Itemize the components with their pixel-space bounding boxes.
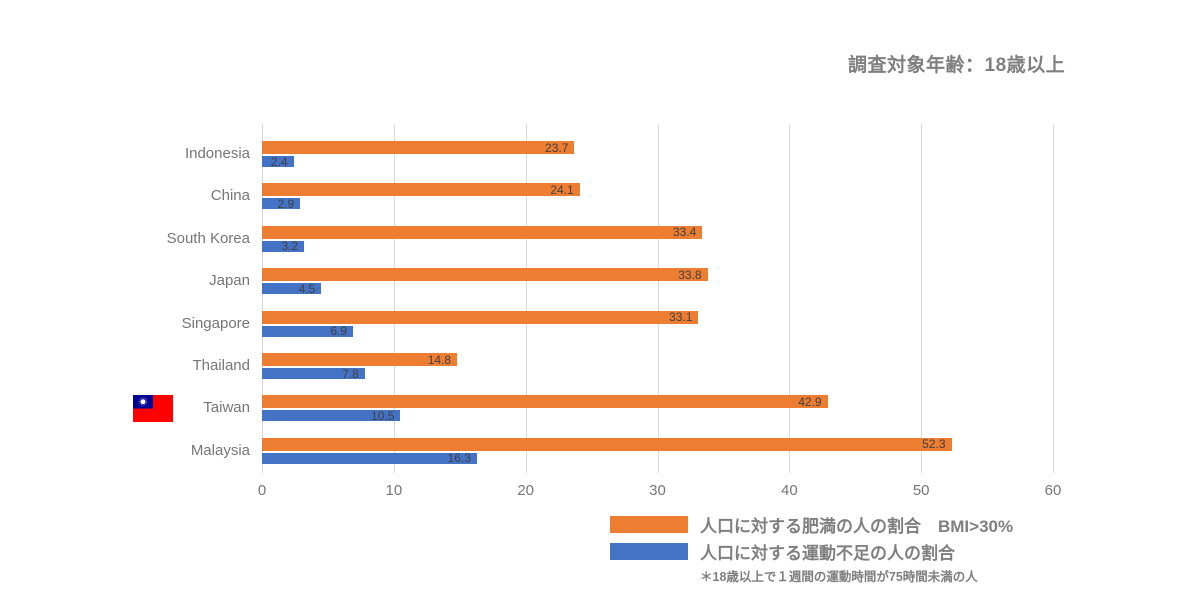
gridline-x-30 — [657, 124, 659, 473]
x-tick-0: 0 — [257, 482, 267, 499]
value-label-inactivity-singapore: 6.9 — [330, 324, 347, 339]
category-label-taiwan: Taiwan — [203, 399, 250, 417]
bar-obesity-south-korea: 33.4 — [262, 225, 703, 240]
legend-label-inactivity: 人口に対する運動不足の人の割合 — [700, 544, 955, 563]
bar-obesity-malaysia: 52.3 — [262, 437, 952, 452]
bar-inactivity-malaysia: 16.3 — [262, 451, 477, 466]
x-tick-40: 40 — [780, 482, 798, 499]
value-label-obesity-china: 24.1 — [550, 182, 574, 197]
value-label-inactivity-south-korea: 3.2 — [281, 239, 299, 254]
value-label-inactivity-japan: 4.5 — [298, 281, 316, 296]
legend: 人口に対する肥満の人の割合 BMI>30% 人口に対する運動不足の人の割合 ＊1… — [610, 511, 1130, 585]
value-label-obesity-japan: 33.8 — [678, 267, 702, 282]
category-label-singapore: Singapore — [181, 314, 250, 332]
category-label-indonesia: Indonesia — [184, 145, 250, 162]
category-label-south-korea: South Korea — [166, 229, 250, 247]
bar-inactivity-indonesia: 2.4 — [262, 154, 294, 169]
bar-inactivity-thailand: 7.8 — [262, 366, 365, 381]
value-label-obesity-taiwan: 42.9 — [798, 394, 822, 409]
value-label-obesity-thailand: 14.8 — [427, 352, 452, 367]
gridline-x-10 — [393, 124, 395, 473]
gridline-x-60 — [1053, 124, 1054, 473]
gridline-x-40 — [789, 124, 791, 473]
bar-inactivity-china: 2.9 — [262, 196, 301, 211]
legend-label-obesity: 人口に対する肥満の人の割合 BMI>30% — [700, 517, 1014, 536]
value-label-obesity-indonesia: 23.7 — [545, 140, 569, 155]
bar-obesity-singapore: 33.1 — [262, 310, 699, 325]
bar-obesity-china: 24.1 — [262, 182, 580, 197]
value-label-inactivity-china: 2.9 — [277, 196, 295, 211]
value-label-inactivity-thailand: 7.8 — [342, 366, 359, 381]
category-label-malaysia: Malaysia — [190, 441, 250, 459]
x-tick-30: 30 — [649, 482, 666, 499]
bar-obesity-japan: 33.8 — [262, 267, 708, 282]
value-label-inactivity-taiwan: 10.5 — [371, 408, 395, 423]
value-label-inactivity-malaysia: 16.3 — [447, 451, 471, 466]
legend-swatch-inactivity — [610, 543, 688, 560]
bar-inactivity-japan: 4.5 — [262, 281, 322, 296]
gridline-x-50 — [921, 124, 923, 473]
x-tick-60: 60 — [1044, 482, 1062, 499]
category-label-japan: Japan — [209, 272, 250, 290]
gridline-x-20 — [525, 124, 527, 473]
category-label-china: China — [210, 187, 250, 205]
category-label-thailand: Thailand — [192, 357, 250, 374]
bar-inactivity-taiwan: 10.5 — [262, 408, 401, 423]
x-tick-10: 10 — [385, 482, 403, 499]
value-label-obesity-singapore: 33.1 — [669, 310, 693, 325]
bar-obesity-taiwan: 42.9 — [262, 394, 828, 409]
survey-age-note: 調査対象年齢：18歳以上 — [848, 55, 1066, 76]
legend-row-inactivity: 人口に対する運動不足の人の割合 — [610, 538, 1130, 565]
bar-inactivity-singapore: 6.9 — [262, 324, 353, 339]
gridline-x-0 — [262, 124, 263, 473]
bar-inactivity-south-korea: 3.2 — [262, 239, 305, 254]
x-tick-20: 20 — [517, 482, 534, 499]
value-label-obesity-malaysia: 52.3 — [922, 437, 946, 452]
bar-obesity-indonesia: 23.7 — [262, 140, 575, 155]
legend-footnote: ＊18歳以上で１週間の運動時間が75時間未満の人 — [700, 570, 978, 584]
bar-obesity-thailand: 14.8 — [262, 352, 458, 367]
value-label-obesity-south-korea: 33.4 — [672, 225, 697, 240]
x-tick-50: 50 — [912, 482, 930, 499]
taiwan-flag-icon — [133, 394, 173, 422]
legend-swatch-obesity — [610, 516, 688, 533]
legend-row-obesity: 人口に対する肥満の人の割合 BMI>30% — [610, 511, 1130, 538]
value-label-inactivity-indonesia: 2.4 — [270, 154, 288, 169]
